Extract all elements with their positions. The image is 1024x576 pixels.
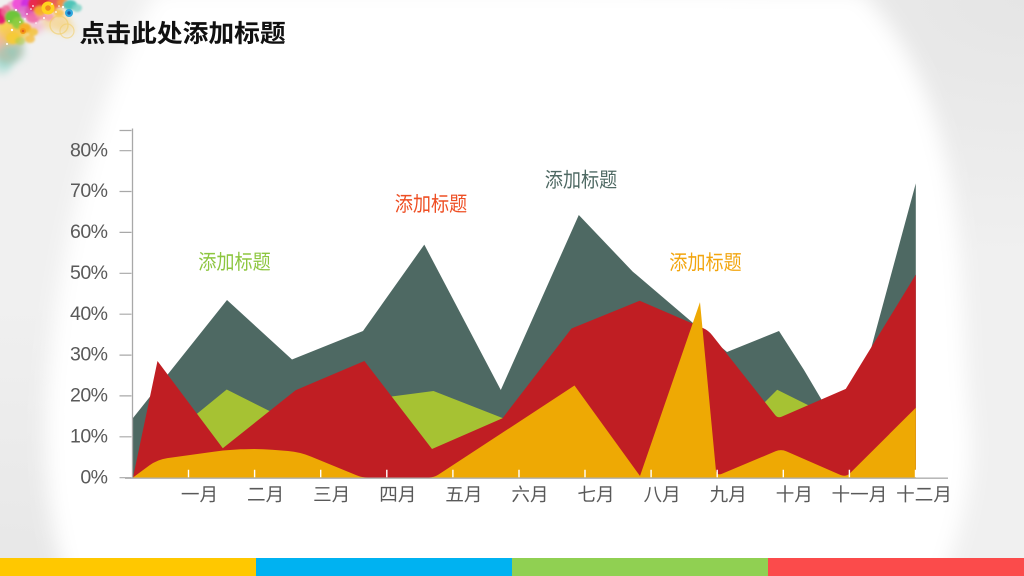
svg-text:80%: 80% <box>70 139 108 161</box>
svg-text:0%: 0% <box>80 466 107 488</box>
svg-text:30%: 30% <box>70 344 108 366</box>
svg-text:40%: 40% <box>70 303 108 325</box>
svg-text:20%: 20% <box>70 385 108 407</box>
svg-text:10%: 10% <box>70 425 108 447</box>
svg-text:60%: 60% <box>70 221 108 243</box>
svg-text:50%: 50% <box>70 262 108 284</box>
svg-text:70%: 70% <box>70 180 108 202</box>
